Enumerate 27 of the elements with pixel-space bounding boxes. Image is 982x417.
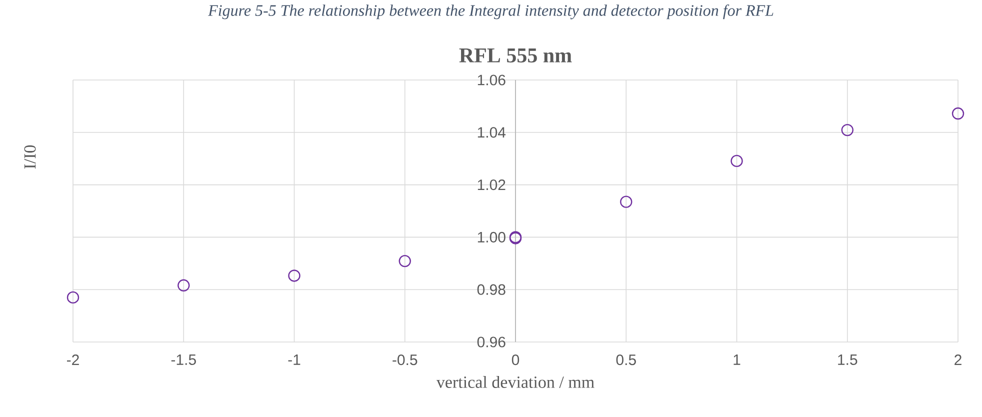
x-axis-title: vertical deviation / mm [436, 376, 594, 388]
point [952, 107, 964, 120]
point [730, 154, 743, 168]
y-axis-title: I/I0 [24, 145, 36, 169]
x-tick-label: -1.5 [171, 354, 196, 365]
x-tick-label: 1 [734, 354, 740, 365]
x-tick-label: -2 [67, 354, 79, 365]
point [178, 279, 190, 292]
point [288, 270, 300, 282]
point [398, 254, 411, 268]
x-tick-label: -0.5 [392, 354, 418, 366]
y-tick-label: 1.06 [478, 74, 506, 86]
x-tick-label: -1 [288, 354, 300, 365]
x-tick-label: 2 [954, 354, 962, 365]
point [620, 196, 632, 208]
caption: Figure 5-5 The relationship between the Integral intensity and detector position for RFL [208, 4, 774, 20]
chart-title: RFL 555 nm [459, 48, 572, 62]
x-tick-label: 1.5 [838, 354, 858, 365]
x-tick-label: 0.5 [616, 354, 636, 366]
y-tick-label: 1.02 [478, 179, 506, 190]
y-tick-label: 1.00 [478, 232, 506, 243]
y-tick-label: 1.04 [478, 127, 506, 138]
point [66, 291, 80, 304]
y-tick-label: 0.96 [477, 336, 506, 348]
point [841, 124, 854, 136]
y-tick-label: 0.98 [477, 284, 506, 295]
x-tick-label: 0 [512, 354, 520, 366]
